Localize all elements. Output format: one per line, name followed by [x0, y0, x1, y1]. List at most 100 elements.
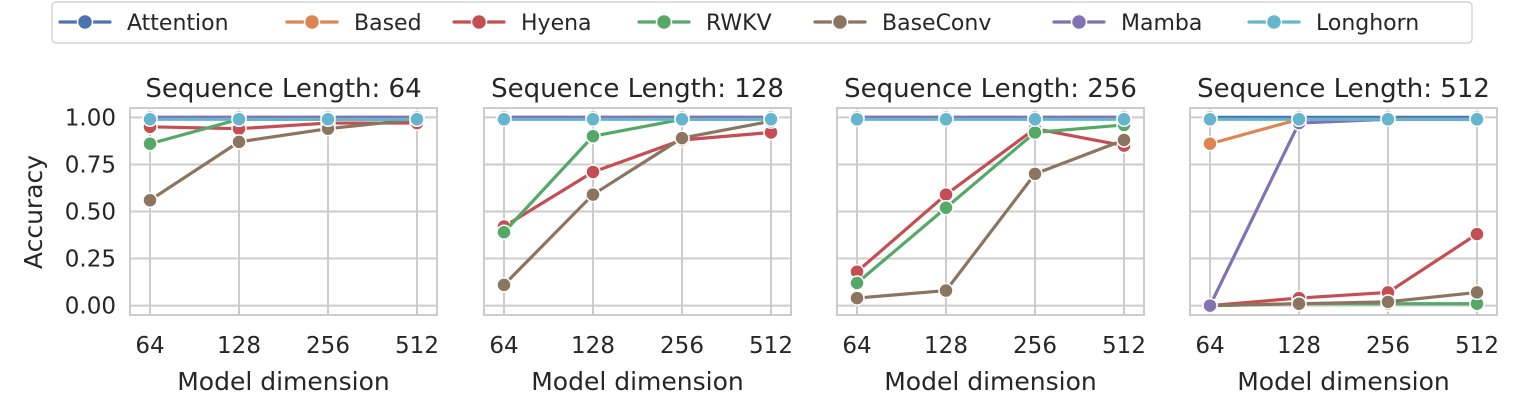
- panel-4-point-mamba-64: [1202, 297, 1218, 314]
- legend-label-attention: Attention: [127, 11, 229, 36]
- panel-2-xtick-64: 64: [489, 333, 518, 359]
- panel-1-point-longhorn-128: [231, 111, 247, 128]
- panel-3-xtick-256: 256: [1013, 333, 1057, 359]
- legend-frame: [51, 1, 1473, 44]
- panel-2-x-axis-label: Model dimension: [531, 367, 744, 396]
- panel-2-point-rwkv-128: [585, 128, 601, 144]
- panel-3-point-rwkv-128: [938, 199, 954, 216]
- legend-label-hyena: Hyena: [521, 11, 592, 36]
- panel-2-xtick-128: 128: [571, 333, 615, 359]
- panel-4-xtick-128: 128: [1277, 333, 1321, 359]
- panel-3-xtick-64: 64: [842, 333, 871, 359]
- panel-2-point-hyena-128: [585, 164, 601, 180]
- panel-3-point-longhorn-512: [1116, 111, 1132, 128]
- panel-2-point-rwkv-64: [496, 224, 512, 240]
- y-tick-0.75: 0.75: [65, 152, 116, 178]
- panel-3-point-longhorn-64: [849, 111, 865, 128]
- panel-2-point-longhorn-512: [763, 111, 779, 128]
- panel-2-point-baseconv-128: [585, 186, 601, 203]
- panel-4-point-based-64: [1202, 136, 1218, 152]
- panel-3-xtick-512: 512: [1102, 333, 1146, 359]
- panel-4-point-hyena-512: [1469, 226, 1485, 242]
- legend: Attention Based Hyena RWKV BaseConv Mamba Long…: [51, 1, 1473, 44]
- panel-3-point-longhorn-128: [938, 111, 954, 128]
- panel-1-point-baseconv-128: [231, 134, 247, 150]
- legend-label-longhorn: Longhorn: [1316, 11, 1419, 36]
- legend-label-mamba: Mamba: [1121, 11, 1202, 36]
- legend-marker-rwkv: [655, 13, 673, 31]
- panel-2-point-baseconv-64: [496, 277, 512, 293]
- panel-4-point-baseconv-128: [1291, 295, 1307, 312]
- panel-3-point-baseconv-512: [1116, 132, 1132, 148]
- panel-4-xtick-256: 256: [1366, 333, 1410, 359]
- panel-4-title: Sequence Length: 512: [1197, 74, 1490, 104]
- panel-3-point-longhorn-256: [1027, 111, 1043, 128]
- panel-4-point-longhorn-64: [1202, 111, 1218, 128]
- panel-4-line-hyena: [1208, 232, 1479, 308]
- panel-3-point-hyena-128: [938, 186, 954, 203]
- panel-4-xtick-64: 64: [1195, 333, 1224, 359]
- panel-4-x-axis-label: Model dimension: [1237, 367, 1450, 396]
- panel-1-point-rwkv-64: [142, 136, 158, 152]
- panel-4-point-baseconv-512: [1469, 284, 1485, 301]
- legend-label-rwkv: RWKV: [706, 11, 772, 36]
- panel-4-line-baseconv: [1208, 290, 1479, 308]
- panel-1-point-longhorn-512: [409, 111, 425, 128]
- panel-2-line-baseconv: [502, 119, 773, 287]
- panel-3-point-rwkv-64: [849, 275, 865, 291]
- y-axis-label: Accuracy: [19, 155, 48, 269]
- legend-marker-based: [303, 13, 321, 31]
- panel-1-xtick-256: 256: [306, 333, 350, 359]
- panel-1-xtick-512: 512: [395, 333, 439, 359]
- panel-4-point-longhorn-128: [1291, 111, 1307, 128]
- panel-2-point-longhorn-128: [585, 111, 601, 128]
- panel-1-xtick-64: 64: [135, 333, 164, 359]
- panel-1-line-baseconv: [148, 117, 419, 202]
- legend-marker-baseconv: [831, 13, 849, 31]
- panel-3-line-rwkv: [855, 123, 1126, 285]
- panel-4-point-longhorn-256: [1380, 111, 1396, 128]
- panel-1-point-longhorn-256: [320, 111, 336, 128]
- panel-3-point-rwkv-256: [1027, 124, 1043, 141]
- panel-1-frame: [129, 107, 438, 316]
- panel-4-frame: [1189, 107, 1498, 316]
- panel-2-point-baseconv-256: [674, 130, 690, 146]
- panel-3-point-baseconv-64: [849, 290, 865, 306]
- panel-4-line-based: [1208, 117, 1479, 146]
- y-tick-0.25: 0.25: [65, 247, 116, 273]
- panel-1-point-baseconv-64: [142, 192, 158, 208]
- panel-1-title: Sequence Length: 64: [145, 74, 421, 104]
- panel-1-point-longhorn-64: [142, 111, 158, 128]
- panel-3-x-axis-label: Model dimension: [884, 367, 1097, 396]
- panel-4-point-longhorn-512: [1469, 111, 1485, 128]
- panel-2-point-longhorn-256: [674, 111, 690, 128]
- y-tick-0.00: 0.00: [65, 294, 116, 320]
- legend-label-based: Based: [354, 11, 422, 36]
- panel-2-line-hyena: [502, 130, 773, 229]
- y-tick-0.50: 0.50: [65, 200, 116, 226]
- panel-4-point-baseconv-256: [1380, 294, 1396, 310]
- legend-marker-hyena: [470, 13, 488, 31]
- legend-marker-longhorn: [1265, 13, 1283, 31]
- panel-3-xtick-128: 128: [924, 333, 968, 359]
- panel-2-xtick-512: 512: [749, 333, 793, 359]
- panel-4-xtick-512: 512: [1455, 333, 1499, 359]
- panel-3-line-baseconv: [855, 138, 1126, 300]
- panel-1-xtick-128: 128: [217, 333, 261, 359]
- panel-3-point-baseconv-128: [938, 282, 954, 299]
- panel-3-line-hyena: [855, 127, 1126, 274]
- panel-3-title: Sequence Length: 256: [844, 74, 1137, 104]
- panel-3-point-baseconv-256: [1027, 166, 1043, 182]
- legend-marker-attention: [76, 13, 94, 31]
- panel-2-frame: [483, 107, 792, 316]
- legend-label-baseconv: BaseConv: [882, 11, 991, 36]
- y-tick-1.00: 1.00: [65, 105, 116, 131]
- legend-marker-mamba: [1070, 13, 1088, 31]
